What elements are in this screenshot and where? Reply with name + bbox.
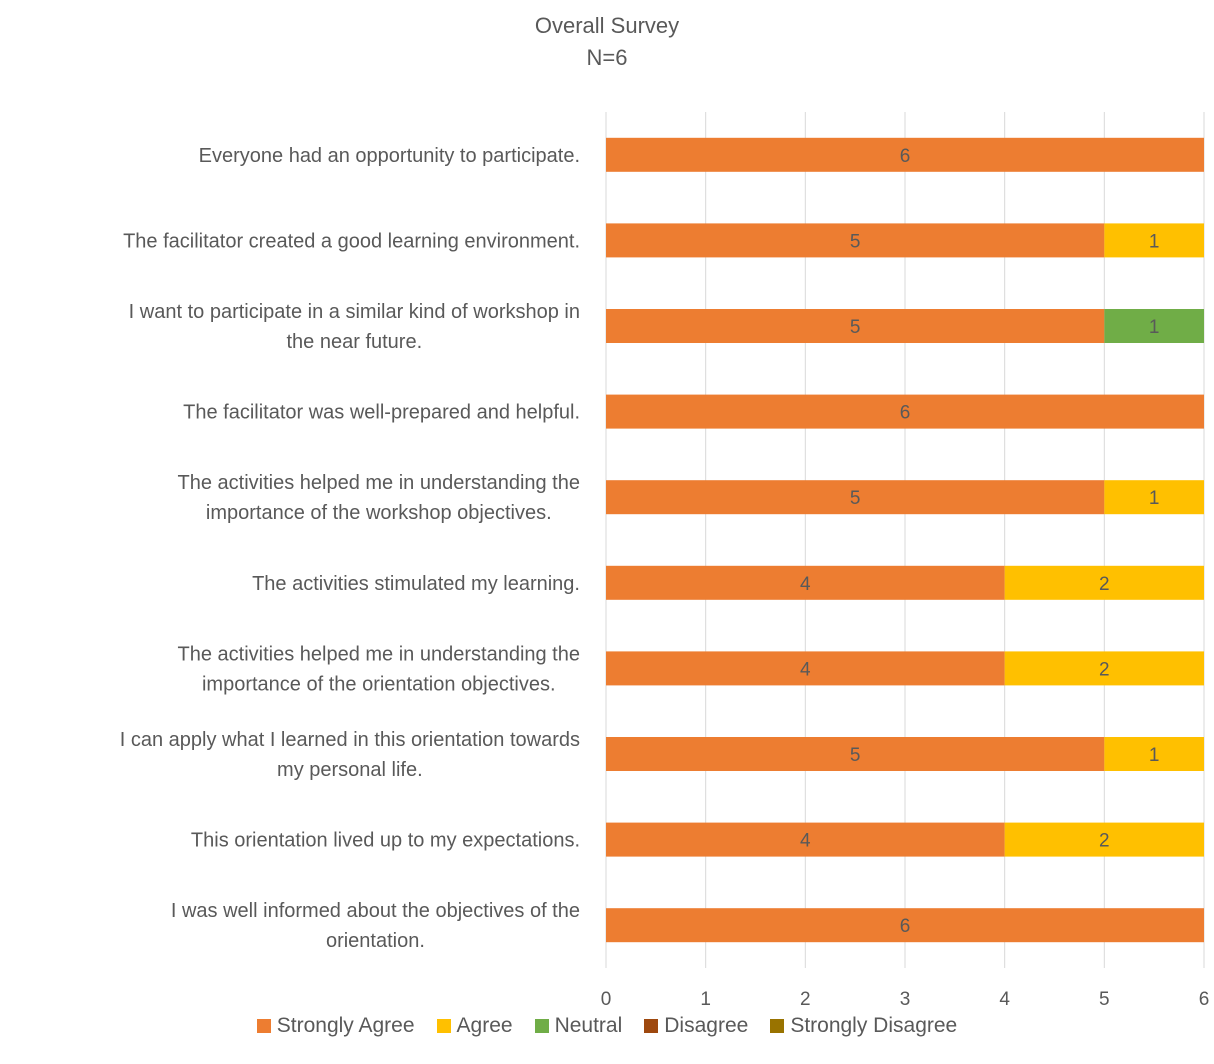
legend-item: Disagree [644, 1014, 748, 1038]
bar-segment [606, 223, 1105, 258]
category-label-line: I want to participate in a similar kind … [129, 301, 580, 323]
data-label: 2 [1099, 659, 1110, 680]
bar-segment [1104, 737, 1204, 771]
legend-swatch [770, 1019, 785, 1033]
category-label-line: The activities stimulated my learning. [252, 573, 580, 595]
data-label: 6 [900, 403, 911, 424]
legend-item: Neutral [534, 1014, 623, 1038]
bar-segment [606, 137, 1204, 172]
x-tick-label: 4 [999, 989, 1010, 1010]
data-label: 2 [1099, 831, 1110, 852]
data-label: 1 [1149, 317, 1160, 338]
bar-segment [1004, 565, 1204, 600]
x-tick-label: 0 [601, 989, 612, 1010]
data-label: 6 [900, 916, 911, 937]
category-label-line: The facilitator was well-prepared and he… [183, 402, 580, 424]
bar-segment [606, 394, 1204, 429]
bar-segment [606, 565, 1005, 600]
category-label-line: The activities helped me in understandin… [178, 643, 580, 665]
data-label: 6 [900, 146, 911, 167]
bar-segment [1104, 223, 1204, 258]
data-label: 5 [850, 231, 861, 252]
category-label: Everyone had an opportunity to participa… [199, 145, 580, 167]
data-label: 1 [1149, 745, 1160, 766]
legend-label: Disagree [664, 1014, 749, 1037]
bar-segment [606, 737, 1105, 771]
category-label: I can apply what I learned in this orien… [120, 729, 580, 781]
chart-title: Overall Survey [534, 13, 680, 38]
category-label-line: orientation. [326, 930, 425, 952]
legend-swatch [256, 1019, 271, 1033]
bar-segment [606, 822, 1005, 857]
legend-label: Strongly Disagree [790, 1014, 958, 1037]
category-label-line: importance of the workshop objectives. [206, 502, 552, 524]
category-label: I want to participate in a similar kind … [129, 301, 580, 353]
category-label-line: The facilitator created a good learning … [123, 230, 580, 252]
category-label: The activities helped me in understandin… [178, 472, 580, 524]
category-label-line: The activities helped me in understandin… [178, 472, 580, 494]
legend-item: Strongly Agree [256, 1014, 415, 1038]
legend-label: Neutral [554, 1014, 623, 1037]
chart-legend: Strongly Agree Agree Neutral Disagree Strong… [0, 1014, 1214, 1038]
data-label: 5 [850, 317, 861, 338]
x-tick-label: 6 [1199, 989, 1210, 1010]
category-label-line: I can apply what I learned in this orien… [120, 729, 580, 751]
bar-segment [1104, 480, 1204, 515]
data-label: 1 [1149, 231, 1160, 252]
category-label-line: Everyone had an opportunity to participa… [199, 145, 580, 167]
legend-label: Agree [456, 1014, 513, 1037]
bar-segment [1104, 309, 1204, 343]
data-label: 2 [1099, 574, 1110, 595]
category-label: The facilitator was well-prepared and he… [183, 402, 580, 424]
bar-segment [606, 908, 1204, 943]
legend-swatch [436, 1019, 451, 1033]
bar-segment [606, 309, 1105, 343]
category-label: The facilitator created a good learning … [123, 230, 580, 252]
x-tick-label: 2 [800, 989, 811, 1010]
category-label: This orientation lived up to my expectat… [191, 830, 580, 852]
x-tick-label: 1 [700, 989, 711, 1010]
chart-plot: 6 Everyone had an opportunity to particip… [120, 112, 1210, 1010]
chart-title-block: Overall Survey N=6 [0, 10, 1214, 74]
category-label: The activities stimulated my learning. [252, 573, 580, 595]
category-label-line: the near future. [287, 331, 423, 353]
bar-segment [1004, 822, 1204, 857]
category-label: The activities helped me in understandin… [178, 643, 580, 695]
chart-subtitle: N=6 [586, 45, 628, 70]
data-label: 4 [800, 659, 811, 680]
data-label: 5 [850, 745, 861, 766]
category-label-line: my personal life. [277, 759, 423, 781]
bar-segment [606, 651, 1005, 686]
bar-segment [606, 480, 1105, 515]
category-label-line: importance of the orientation objectives… [202, 673, 556, 695]
x-tick-label: 5 [1099, 989, 1110, 1010]
category-label-line: This orientation lived up to my expectat… [191, 830, 580, 852]
category-label: I was well informed about the objectives… [171, 900, 580, 952]
legend-label: Strongly Agree [276, 1014, 415, 1037]
data-label: 4 [800, 831, 811, 852]
legend-item: Agree [436, 1014, 513, 1038]
legend-swatch [534, 1019, 549, 1033]
legend-swatch [644, 1019, 659, 1033]
x-tick-label: 3 [900, 989, 911, 1010]
data-label: 4 [800, 574, 811, 595]
bar-segment [1004, 651, 1204, 686]
category-label-line: I was well informed about the objectives… [171, 900, 580, 922]
data-label: 5 [850, 488, 861, 509]
legend-item: Strongly Disagree [770, 1014, 957, 1038]
data-label: 1 [1149, 488, 1160, 509]
